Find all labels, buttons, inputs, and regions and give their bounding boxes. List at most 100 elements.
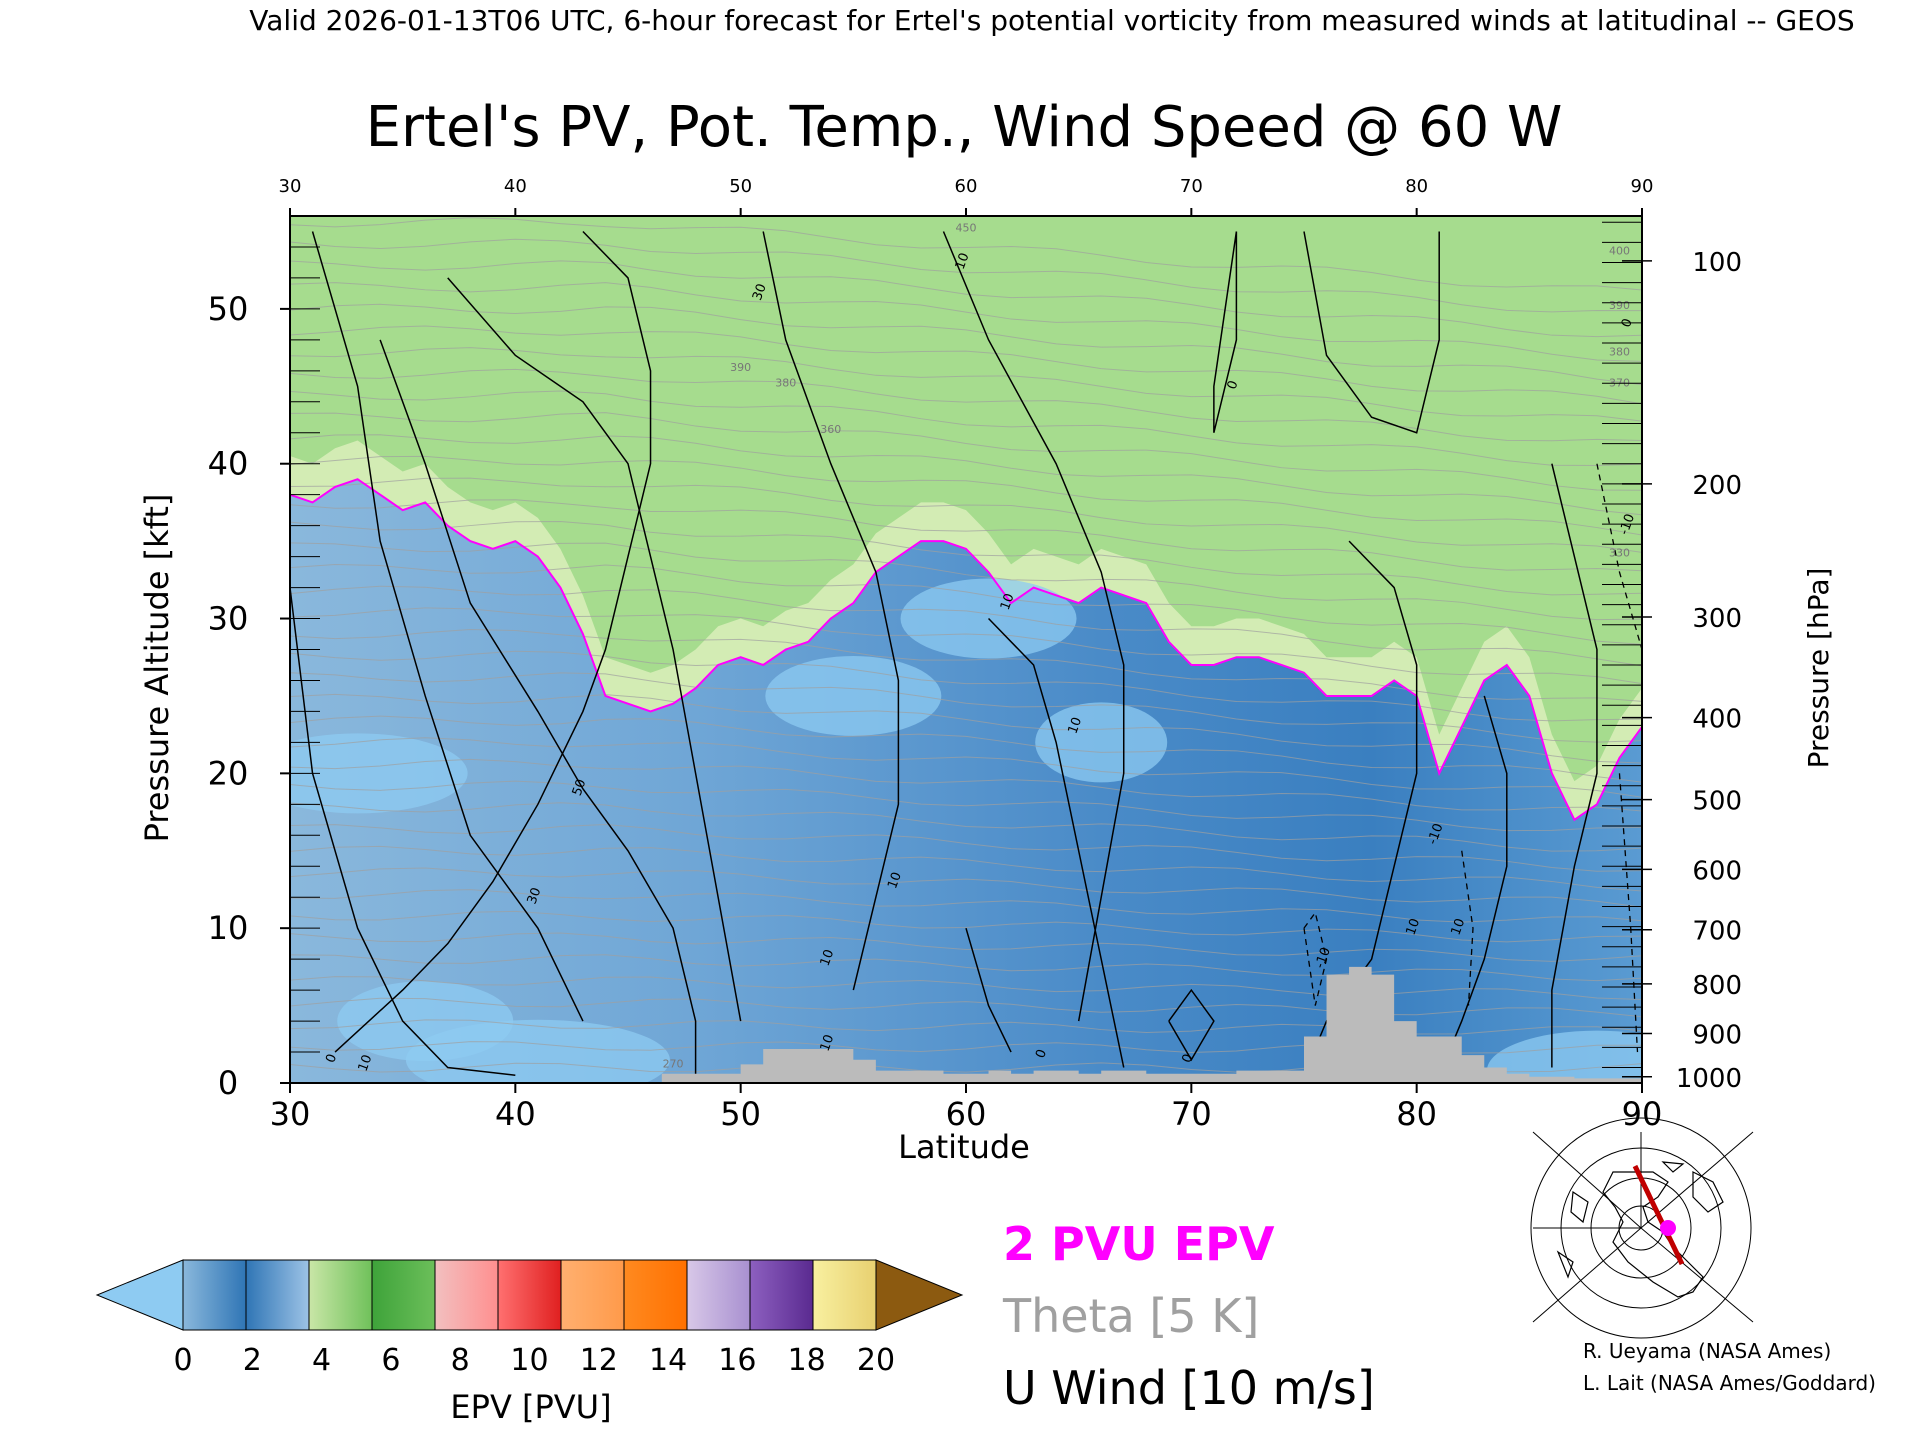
theta-isentrope bbox=[290, 823, 1642, 872]
theta-isentrope bbox=[290, 889, 1642, 923]
colorbar-segment bbox=[434, 1259, 499, 1331]
u-wind-contour bbox=[447, 277, 742, 1022]
colorbar-tick-label: 20 bbox=[857, 1343, 895, 1378]
u-wind-contour bbox=[1551, 463, 1598, 1068]
pv-low-patch bbox=[1035, 702, 1168, 783]
pressure-tick-label: 700 bbox=[1692, 917, 1742, 947]
x-tick-label-top: 60 bbox=[955, 176, 978, 197]
colorbar-under-arrow bbox=[95, 1259, 184, 1331]
u-wind-contour bbox=[942, 231, 1125, 1022]
legend-pv: 2 PVU EPV bbox=[1003, 1217, 1275, 1271]
wind-contour-label: 10 bbox=[1066, 715, 1086, 736]
theta-isentrope bbox=[290, 867, 1642, 908]
credit-line-1: R. Ueyama (NASA Ames) bbox=[1583, 1339, 1831, 1363]
u-wind-contour bbox=[1168, 988, 1215, 1062]
theta-contour-label: 380 bbox=[1609, 345, 1630, 358]
colorbar-tick-label: 0 bbox=[173, 1343, 192, 1378]
colorbar-segment bbox=[812, 1259, 877, 1331]
x-tick-label-top: 50 bbox=[729, 176, 752, 197]
theta-isentrope bbox=[290, 499, 1642, 572]
u-wind-contour-negative bbox=[1596, 463, 1642, 650]
theta-isentrope bbox=[290, 564, 1642, 645]
theta-isentrope bbox=[290, 932, 1642, 962]
colorbar: 0 2 4 6 8 10 12 14 16 18 20 bbox=[95, 1259, 964, 1378]
theta-isentrope bbox=[290, 303, 1642, 386]
x-tick-label-top: 80 bbox=[1405, 176, 1428, 197]
u-wind-contour bbox=[311, 231, 584, 1022]
theta-isentrope bbox=[290, 325, 1642, 405]
colorbar-tick-label: 16 bbox=[718, 1343, 756, 1378]
theta-isentrope bbox=[290, 390, 1642, 467]
axes: 3030404050506060707080809090010203040501… bbox=[208, 176, 1742, 1133]
header-top-line: Valid 2026-01-13T06 UTC, 6-hour forecast… bbox=[249, 4, 1854, 37]
theta-contour-label: 390 bbox=[730, 361, 751, 374]
pressure-tick-label: 600 bbox=[1692, 856, 1742, 886]
pressure-tick-label: 500 bbox=[1692, 787, 1742, 817]
wind-contour-label: 10 bbox=[1404, 917, 1424, 938]
wind-contour-label: 10 bbox=[885, 870, 905, 891]
y-axis-label-left: Pressure Altitude [kft] bbox=[138, 494, 176, 843]
colorbar-segment bbox=[245, 1259, 310, 1331]
colorbar-tick-label: 14 bbox=[649, 1343, 687, 1378]
colorbar-tick-label: 8 bbox=[451, 1343, 470, 1378]
x-tick-label-top: 30 bbox=[279, 176, 302, 197]
colorbar-tick-label: 2 bbox=[243, 1343, 262, 1378]
colorbar-tick-label: 4 bbox=[312, 1343, 331, 1378]
x-tick-label: 40 bbox=[495, 1095, 536, 1133]
colorbar-segment bbox=[749, 1259, 814, 1331]
theta-contour-label: 360 bbox=[820, 423, 841, 436]
x-tick-label-top: 70 bbox=[1180, 176, 1203, 197]
theta-isentrope bbox=[290, 260, 1642, 338]
wind-contour-label: -10 bbox=[1313, 945, 1334, 970]
u-wind-contour bbox=[1303, 231, 1440, 434]
pressure-tick-label: 900 bbox=[1692, 1020, 1742, 1050]
u-wind-contour bbox=[1438, 695, 1508, 1076]
wind-contour-label: 30 bbox=[750, 282, 770, 303]
wind-contour-label: 10 bbox=[818, 948, 838, 969]
theta-isentrope bbox=[290, 368, 1642, 442]
legend-theta: Theta [5 K] bbox=[1002, 1289, 1259, 1343]
chart-title: Ertel's PV, Pot. Temp., Wind Speed @ 60 … bbox=[366, 95, 1563, 160]
theta-isentrope bbox=[290, 758, 1642, 812]
pressure-tick-label: 200 bbox=[1692, 471, 1742, 501]
x-tick-label: 50 bbox=[720, 1095, 761, 1133]
x-axis-label: Latitude bbox=[898, 1128, 1030, 1166]
x-tick-label: 90 bbox=[1622, 1095, 1663, 1133]
pv-low-patch bbox=[405, 1019, 670, 1083]
u-wind-contour bbox=[379, 339, 697, 1076]
wind-contour-label: 10 bbox=[1449, 917, 1469, 938]
colorbar-tick-label: 6 bbox=[381, 1343, 400, 1378]
x-tick-label-top: 40 bbox=[504, 176, 527, 197]
pressure-tick-label: 300 bbox=[1692, 604, 1742, 634]
x-tick-label: 80 bbox=[1396, 1095, 1437, 1133]
y-tick-label: 30 bbox=[208, 600, 249, 638]
u-wind-contour-negative bbox=[1303, 911, 1328, 1006]
y-tick-label: 40 bbox=[208, 445, 249, 483]
theta-isentrope bbox=[290, 434, 1642, 516]
theta-isentrope bbox=[290, 976, 1642, 1000]
y-tick-label: 0 bbox=[218, 1064, 238, 1102]
theta-contour-label: 330 bbox=[1609, 547, 1630, 560]
u-wind-contour bbox=[334, 230, 652, 1053]
u-wind-contour bbox=[987, 618, 1125, 1068]
pressure-tick-label: 800 bbox=[1692, 971, 1742, 1001]
y-tick-label: 20 bbox=[208, 754, 249, 792]
wind-contour-label: 30 bbox=[525, 886, 545, 907]
colorbar-over-arrow bbox=[875, 1259, 964, 1331]
wind-contour-label: 50 bbox=[570, 777, 590, 798]
y-tick-label: 10 bbox=[208, 909, 249, 947]
theta-contour-label: 450 bbox=[956, 221, 977, 234]
pressure-tick-label: 1000 bbox=[1676, 1064, 1742, 1094]
theta-isentrope bbox=[290, 954, 1642, 982]
theta-isentrope bbox=[290, 780, 1642, 832]
theta-isentrope bbox=[290, 845, 1642, 892]
theta-isentrope bbox=[290, 238, 1642, 313]
wind-contour-label: -10 bbox=[1425, 822, 1446, 847]
y-axis-label-right: Pressure [hPa] bbox=[1802, 568, 1835, 769]
wind-contour-label: 10 bbox=[818, 1033, 838, 1054]
colorbar-segment bbox=[182, 1259, 247, 1331]
theta-contour-label: 380 bbox=[775, 376, 796, 389]
theta-isentrope bbox=[290, 477, 1642, 553]
